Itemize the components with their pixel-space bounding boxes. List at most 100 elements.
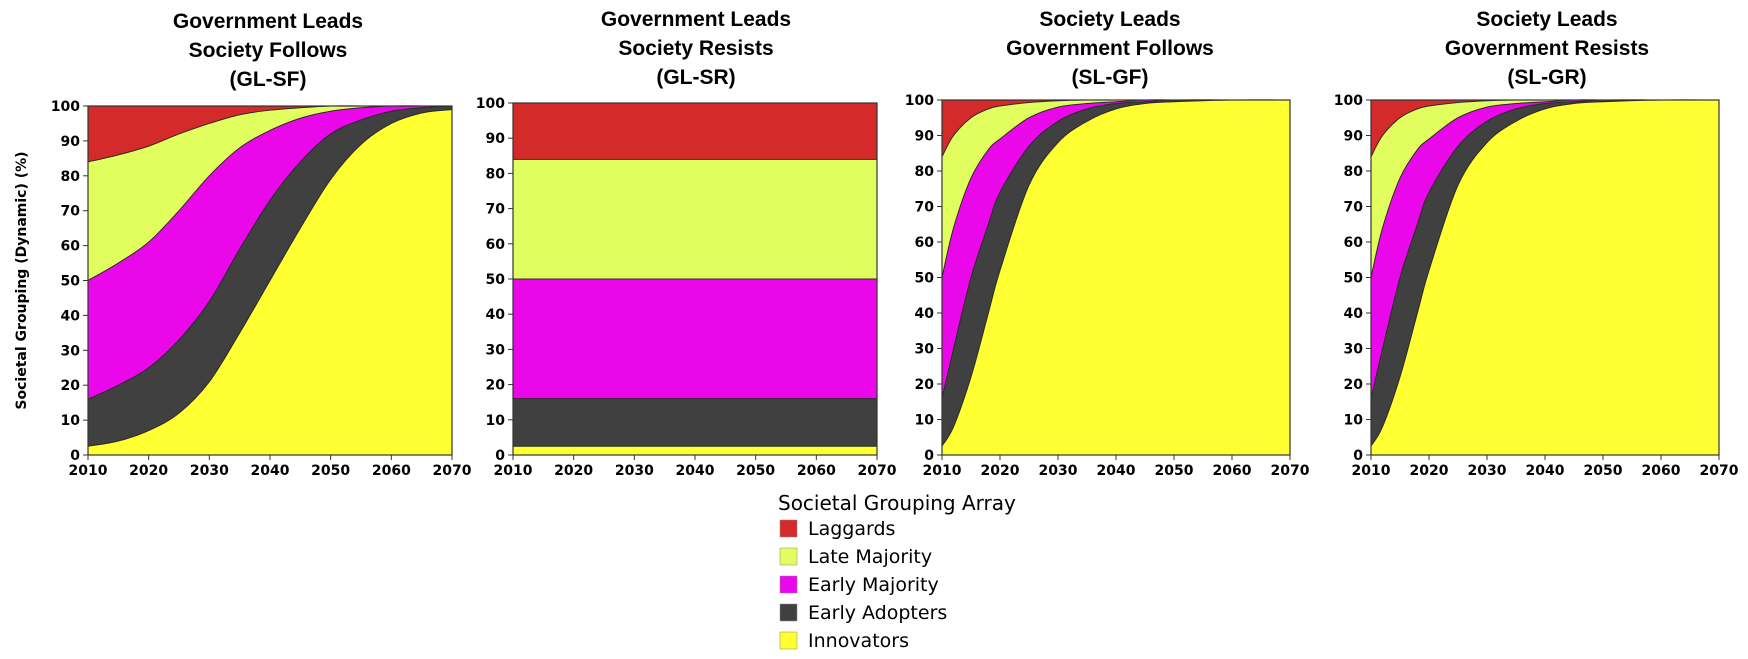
y-tick-label: 100 (51, 99, 80, 115)
y-tick-label: 90 (61, 134, 81, 150)
legend-label-laggards: Laggards (808, 518, 895, 540)
panel-title-line: Society Resists (618, 37, 773, 60)
y-tick-label: 20 (1344, 377, 1364, 393)
y-tick-label: 100 (905, 93, 934, 109)
x-tick-label: 2030 (615, 463, 654, 479)
panel-title-line: Government Leads (173, 10, 363, 33)
x-tick-label: 2040 (251, 463, 290, 479)
y-tick-label: 60 (61, 239, 81, 255)
y-tick-label: 0 (495, 448, 505, 464)
y-tick-label: 30 (1344, 342, 1364, 358)
area-innovators (87, 108, 453, 456)
x-tick-label: 2040 (676, 463, 715, 479)
chart-panel-2: Government Leads Society Resists (GL-SR) 0 1… (476, 8, 897, 479)
y-tick-label: 90 (486, 131, 506, 147)
y-tick-label: 20 (486, 378, 506, 394)
x-tick-label: 2010 (1352, 463, 1391, 479)
y-tick-label: 10 (486, 413, 506, 429)
legend-title: Societal Grouping Array (778, 491, 1016, 515)
panel-title-line: Government Resists (1445, 37, 1649, 60)
y-tick-label: 50 (486, 272, 506, 288)
y-tick-label: 70 (61, 204, 81, 220)
y-tick-label: 40 (1344, 306, 1364, 322)
y-tick-label: 80 (915, 164, 935, 180)
panel-title-line: Society Leads (1476, 8, 1617, 31)
x-tick-label: 2030 (1039, 463, 1078, 479)
y-tick-label: 50 (1344, 271, 1364, 287)
y-tick-label: 10 (915, 413, 935, 429)
x-tick-label: 2070 (858, 463, 897, 479)
panel-title-line: Government Leads (601, 8, 791, 31)
y-tick-label: 40 (915, 306, 935, 322)
panel-title-line: Government Follows (1006, 37, 1214, 60)
x-tick-label: 2060 (372, 463, 411, 479)
legend-swatch-laggards (779, 519, 798, 538)
x-tick-label: 2010 (494, 463, 533, 479)
chart-panel-4: Society Leads Government Resists (SL-GR) 0 1… (1334, 8, 1739, 479)
y-tick-label: 60 (486, 237, 506, 253)
x-tick-label: 2020 (129, 463, 168, 479)
x-tick-label: 2060 (1642, 463, 1681, 479)
y-tick-label: 40 (486, 307, 506, 323)
y-tick-label: 70 (915, 200, 935, 216)
legend-label-late-majority: Late Majority (808, 546, 932, 568)
y-tick-label: 20 (915, 377, 935, 393)
y-tick-label: 20 (61, 378, 81, 394)
y-tick-label: 100 (1334, 93, 1363, 109)
x-tick-label: 2030 (190, 463, 229, 479)
x-tick-label: 2060 (797, 463, 836, 479)
y-tick-label: 50 (915, 271, 935, 287)
panel-title-line: Society Leads (1039, 8, 1180, 31)
panel-title-line: (GL-SF) (230, 68, 307, 91)
x-tick-label: 2040 (1526, 463, 1565, 479)
x-tick-label: 2060 (1213, 463, 1252, 479)
legend-swatch-early-majority (779, 575, 798, 594)
y-tick-label: 90 (1344, 129, 1364, 145)
area-innovators (1370, 99, 1720, 456)
legend-swatch-late-majority (779, 547, 798, 566)
x-tick-label: 2070 (1700, 463, 1739, 479)
y-tick-label: 70 (1344, 200, 1364, 216)
y-tick-label: 30 (486, 342, 506, 358)
area-innovators (941, 99, 1291, 456)
y-tick-label: 40 (61, 308, 81, 324)
y-tick-label: 50 (61, 274, 81, 290)
y-tick-label: 80 (61, 169, 81, 185)
y-tick-label: 100 (476, 96, 505, 112)
y-tick-label: 90 (915, 129, 935, 145)
x-tick-label: 2070 (433, 463, 472, 479)
panel-title-line: (GL-SR) (656, 66, 735, 89)
y-tick-label: 80 (1344, 164, 1364, 180)
legend-swatch-innovators (779, 631, 798, 650)
y-tick-label: 10 (1344, 413, 1364, 429)
legend-swatch-early-adopters (779, 603, 798, 622)
x-tick-label: 2040 (1097, 463, 1136, 479)
legend-label-early-adopters: Early Adopters (808, 602, 947, 624)
legend: Societal Grouping Array Laggards Late Majo… (778, 491, 1016, 652)
x-tick-label: 2020 (981, 463, 1020, 479)
x-tick-label: 2020 (1410, 463, 1449, 479)
x-tick-label: 2030 (1468, 463, 1507, 479)
panel-title-line: (SL-GF) (1072, 66, 1149, 89)
x-tick-label: 2070 (1271, 463, 1310, 479)
y-tick-label: 80 (486, 166, 506, 182)
y-tick-label: 30 (61, 343, 81, 359)
chart-panel-3: Society Leads Government Follows (SL-GF) 0 1… (905, 8, 1310, 479)
x-tick-label: 2050 (1584, 463, 1623, 479)
y-tick-label: 60 (915, 235, 935, 251)
y-axis-label: Societal Grouping (Dynamic) (%) (14, 151, 30, 409)
y-tick-label: 30 (915, 342, 935, 358)
area-innovators (512, 445, 878, 456)
y-tick-label: 10 (61, 413, 81, 429)
panel-title-line: Society Follows (189, 39, 348, 62)
y-tick-label: 0 (1353, 448, 1363, 464)
y-tick-label: 0 (924, 448, 934, 464)
legend-label-early-majority: Early Majority (808, 574, 939, 596)
x-tick-label: 2010 (923, 463, 962, 479)
x-tick-label: 2050 (311, 463, 350, 479)
y-tick-label: 0 (70, 448, 80, 464)
x-tick-label: 2050 (1155, 463, 1194, 479)
chart-panel-1: Government Leads Society Follows (GL-SF) 0 1… (14, 10, 472, 479)
legend-label-innovators: Innovators (808, 630, 909, 652)
